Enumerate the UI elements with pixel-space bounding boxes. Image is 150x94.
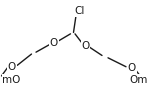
Text: O: O bbox=[81, 41, 90, 51]
Text: O: O bbox=[50, 38, 58, 48]
Text: O: O bbox=[128, 63, 136, 73]
Text: Om: Om bbox=[129, 75, 148, 85]
Text: mO: mO bbox=[2, 75, 21, 85]
Text: O: O bbox=[8, 62, 16, 72]
Text: Cl: Cl bbox=[74, 6, 85, 16]
